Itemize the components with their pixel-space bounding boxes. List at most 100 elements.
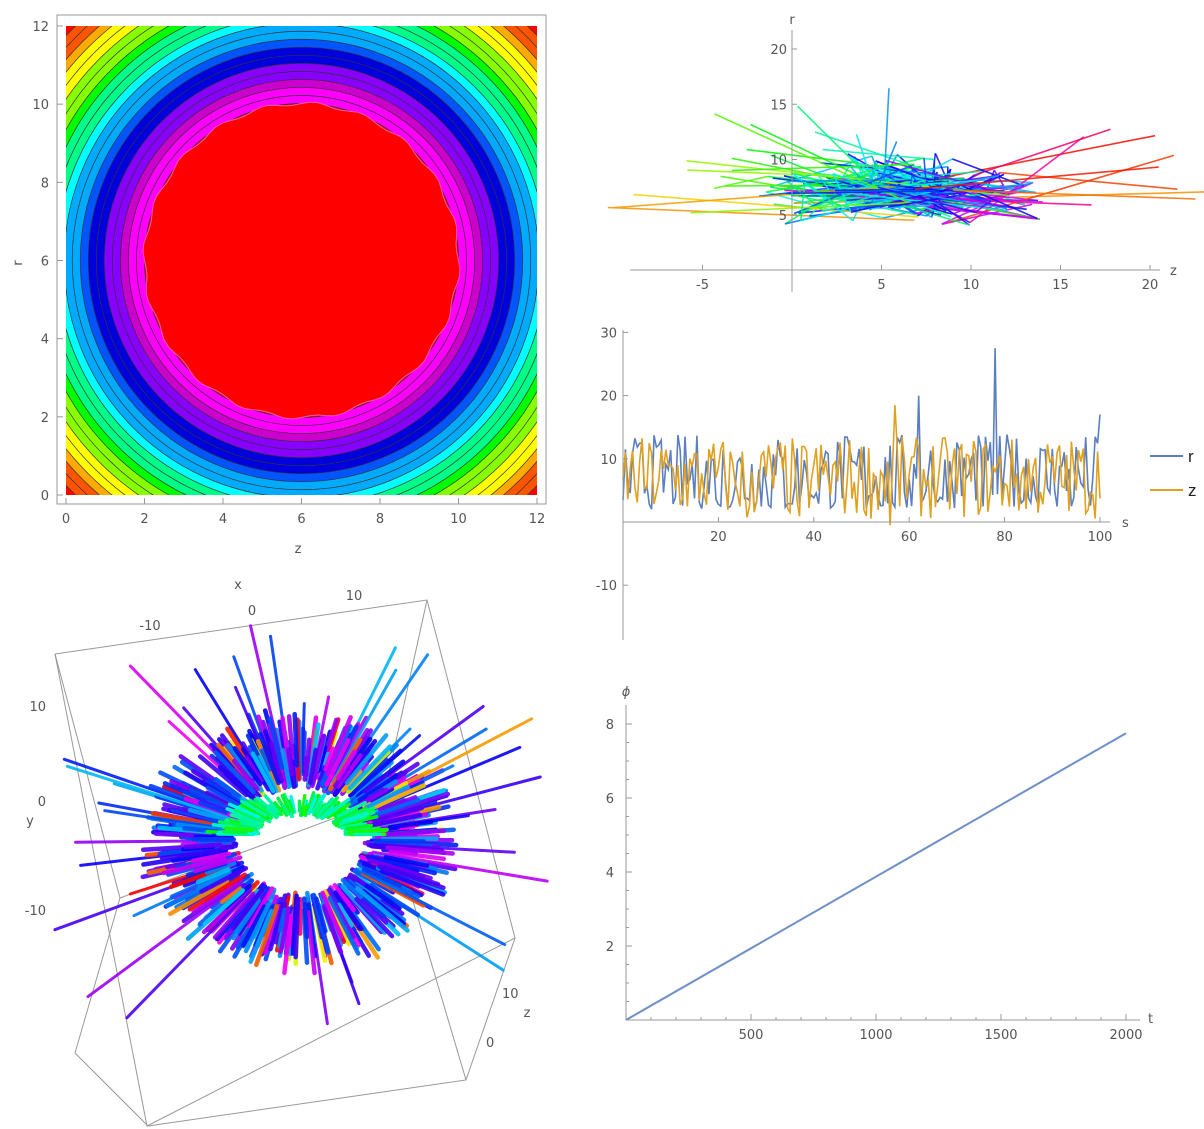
timeseries-ticks: 20 40 60 80 100 -10 10 20 30 bbox=[596, 326, 1113, 594]
trajectory-3d-ticks: -10 0 10 10 0 -10 10 0 bbox=[25, 589, 519, 1051]
trajectory-3d-inner-spike bbox=[307, 796, 318, 814]
phi-y-axis-label: ϕ bbox=[622, 685, 631, 700]
trajectory-3d-spike bbox=[369, 883, 421, 918]
trajectory-segment bbox=[974, 200, 992, 213]
trajectory-rz-y-tick-label: 15 bbox=[770, 98, 787, 113]
trajectory-3d-spike bbox=[293, 896, 301, 960]
trajectory-3d-spike bbox=[325, 715, 353, 776]
axis-label-y: y bbox=[26, 814, 34, 829]
trajectory-rz-y-axis-label: r bbox=[789, 13, 795, 28]
trajectory-3d-spike bbox=[364, 784, 410, 810]
trajectory-3d-plot: -10 0 10 10 0 -10 10 0 x y z bbox=[25, 578, 549, 1127]
trajectory-rz-y-tick-label: 10 bbox=[770, 154, 787, 169]
contour-y-tick-label: 4 bbox=[41, 333, 49, 348]
trajectory-3d-spike bbox=[362, 812, 423, 829]
trajectory-segment bbox=[785, 192, 850, 208]
trajectory-3d-spike bbox=[248, 908, 274, 964]
trajectory-3d-spike bbox=[340, 877, 364, 900]
trajectory-3d-spike bbox=[388, 849, 446, 862]
3d-z-tick-label: 10 bbox=[502, 987, 519, 1002]
trajectory-segment bbox=[914, 166, 1159, 190]
trajectory-3d-spike bbox=[316, 745, 328, 773]
trajectory-segment bbox=[957, 183, 1038, 220]
timeseries-lines bbox=[622, 348, 1101, 526]
trajectory-segment bbox=[845, 199, 859, 209]
timeseries-legend: r z bbox=[1150, 447, 1197, 500]
trajectory-segment bbox=[946, 189, 1196, 200]
trajectory-3d-spike bbox=[231, 888, 264, 931]
trajectory-3d-inner-spike bbox=[342, 811, 370, 823]
trajectory-segment bbox=[787, 179, 890, 183]
trajectory-3d-spike bbox=[347, 744, 393, 791]
trajectory-3d-spike bbox=[161, 856, 227, 876]
contour-y-tick-label: 8 bbox=[41, 176, 49, 191]
trajectory-3d-spikes bbox=[53, 624, 549, 1026]
trajectory-3d-spike bbox=[361, 797, 421, 821]
trajectory-3d-spike bbox=[310, 733, 327, 789]
contour-x-tick-label: 8 bbox=[376, 512, 384, 527]
trajectory-3d-spike bbox=[362, 772, 390, 794]
trajectory-3d-spike bbox=[373, 838, 427, 844]
3d-x-tick-label: -10 bbox=[139, 619, 160, 634]
trajectory-3d-inner-spike bbox=[230, 813, 263, 826]
trajectory-3d-spike bbox=[387, 819, 434, 830]
trajectory-3d-spike bbox=[263, 903, 283, 956]
trajectory-3d-spike bbox=[277, 907, 287, 933]
trajectory-3d-spike bbox=[286, 747, 294, 777]
trajectory-3d-spike bbox=[213, 777, 242, 799]
trajectory-segment bbox=[951, 158, 1025, 187]
trajectory-3d-spike bbox=[379, 868, 446, 897]
trajectory-3d-spike bbox=[327, 895, 361, 956]
series-z-line bbox=[622, 405, 1101, 526]
trajectory-3d-spike bbox=[364, 883, 395, 906]
trajectory-3d-inner-spike bbox=[328, 803, 350, 819]
trajectory-3d-spike bbox=[150, 811, 221, 828]
trajectory-3d-spike bbox=[250, 751, 276, 794]
trajectory-3d-inner-spike bbox=[263, 794, 281, 813]
timeseries-x-tick-label: 100 bbox=[1088, 530, 1113, 545]
trajectory-rz-x-tick-label: 15 bbox=[1052, 278, 1069, 293]
3d-z-tick-label: 0 bbox=[486, 1036, 494, 1051]
trajectory-3d-spike bbox=[196, 870, 232, 890]
trajectory-3d-spike bbox=[320, 890, 344, 940]
trajectory-3d-spike bbox=[357, 773, 399, 803]
trajectory-3d-spike bbox=[103, 809, 227, 831]
trajectory-3d-spike bbox=[260, 748, 273, 772]
trajectory-3d-inner-spike bbox=[280, 806, 289, 817]
timeseries-x-tick-label: 20 bbox=[710, 530, 727, 545]
trajectory-3d-spike bbox=[332, 882, 356, 913]
trajectory-3d-inner-spike bbox=[302, 805, 308, 817]
trajectory-3d-spike bbox=[217, 765, 259, 803]
contour-y-tick-label: 0 bbox=[41, 489, 49, 504]
trajectory-3d-spike bbox=[280, 748, 292, 789]
trajectory-3d-spike bbox=[282, 913, 294, 976]
trajectory-3d-inner-spike bbox=[239, 811, 265, 824]
trajectory-segment bbox=[797, 105, 875, 183]
trajectory-3d-inner-spike bbox=[239, 820, 264, 829]
trajectory-3d-inner-spike bbox=[312, 801, 323, 815]
contour-x-tick-label: 6 bbox=[297, 512, 305, 527]
phi-x-axis-label: t bbox=[1148, 1012, 1153, 1027]
legend-label-r: r bbox=[1188, 447, 1194, 466]
trajectory-3d-spike bbox=[271, 752, 284, 783]
trajectory-rz-x-tick-label: -5 bbox=[696, 278, 709, 293]
trajectory-3d-inner-spike bbox=[342, 815, 379, 827]
trajectory-3d-inner-spike bbox=[217, 820, 259, 830]
3d-x-tick-label: 0 bbox=[248, 604, 256, 619]
trajectory-3d-spike bbox=[367, 858, 433, 881]
trajectory-3d-inner-spike bbox=[318, 804, 334, 819]
trajectory-3d-inner-spike bbox=[333, 808, 347, 818]
trajectory-segment bbox=[633, 193, 919, 218]
trajectory-3d-spike bbox=[335, 749, 357, 781]
trajectory-3d-inner-spike bbox=[280, 793, 292, 814]
trajectory-3d-inner-spike bbox=[287, 799, 295, 815]
trajectory-3d-spike bbox=[125, 889, 252, 1020]
trajectory-3d-inner-spike bbox=[273, 801, 284, 813]
3d-y-tick-label: 0 bbox=[38, 795, 46, 810]
contour-y-tick-label: 12 bbox=[32, 20, 49, 35]
phi-x-tick-label: 2000 bbox=[1109, 1028, 1142, 1043]
contour-core bbox=[142, 101, 461, 420]
timeseries-y-tick-label: 20 bbox=[600, 390, 617, 405]
timeseries-x-tick-label: 40 bbox=[806, 530, 823, 545]
trajectory-3d-spike bbox=[205, 779, 246, 807]
